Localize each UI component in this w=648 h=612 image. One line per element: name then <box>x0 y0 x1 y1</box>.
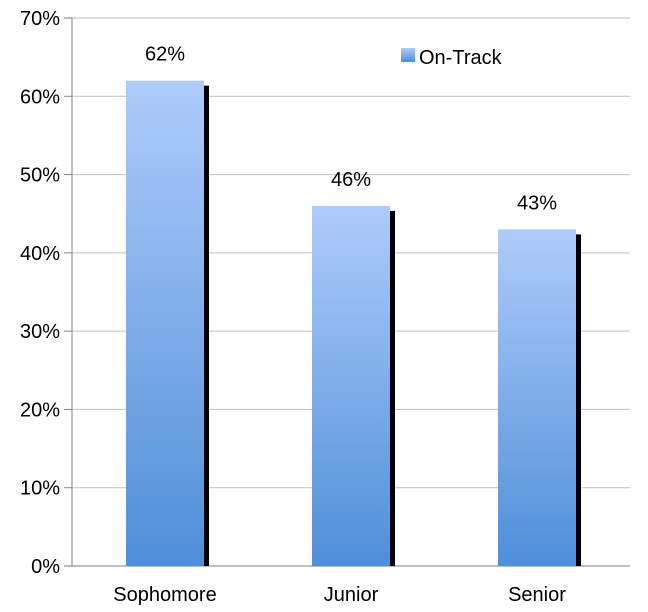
bar <box>312 205 390 566</box>
y-tick-label: 60% <box>20 86 60 108</box>
x-tick-label: Sophomore <box>113 584 216 606</box>
data-label: 43% <box>517 192 557 214</box>
legend-swatch <box>401 48 415 62</box>
bar <box>498 229 576 566</box>
y-tick-label: 0% <box>31 556 60 578</box>
data-label: 62% <box>145 44 185 66</box>
x-tick-label: Senior <box>508 584 566 606</box>
y-tick-label: 10% <box>20 478 60 500</box>
legend-label: On-Track <box>419 47 503 69</box>
data-label: 46% <box>331 169 371 191</box>
bar-shadow <box>576 234 581 566</box>
x-axis: Sophomore Junior Senior <box>113 584 566 606</box>
y-axis: 0% 10% 20% 30% 40% 50% 60% 70% <box>20 8 60 578</box>
y-tick-label: 40% <box>20 243 60 265</box>
bar <box>126 80 204 566</box>
x-tick-label: Junior <box>324 584 379 606</box>
y-tick-label: 20% <box>20 399 60 421</box>
y-tick-label: 70% <box>20 8 60 30</box>
y-tick-label: 50% <box>20 165 60 187</box>
y-tick-label: 30% <box>20 321 60 343</box>
bar-shadow <box>204 85 209 566</box>
legend: On-Track <box>401 47 503 69</box>
bars: 62% 46% 43% <box>126 44 581 566</box>
bar-shadow <box>390 210 395 566</box>
